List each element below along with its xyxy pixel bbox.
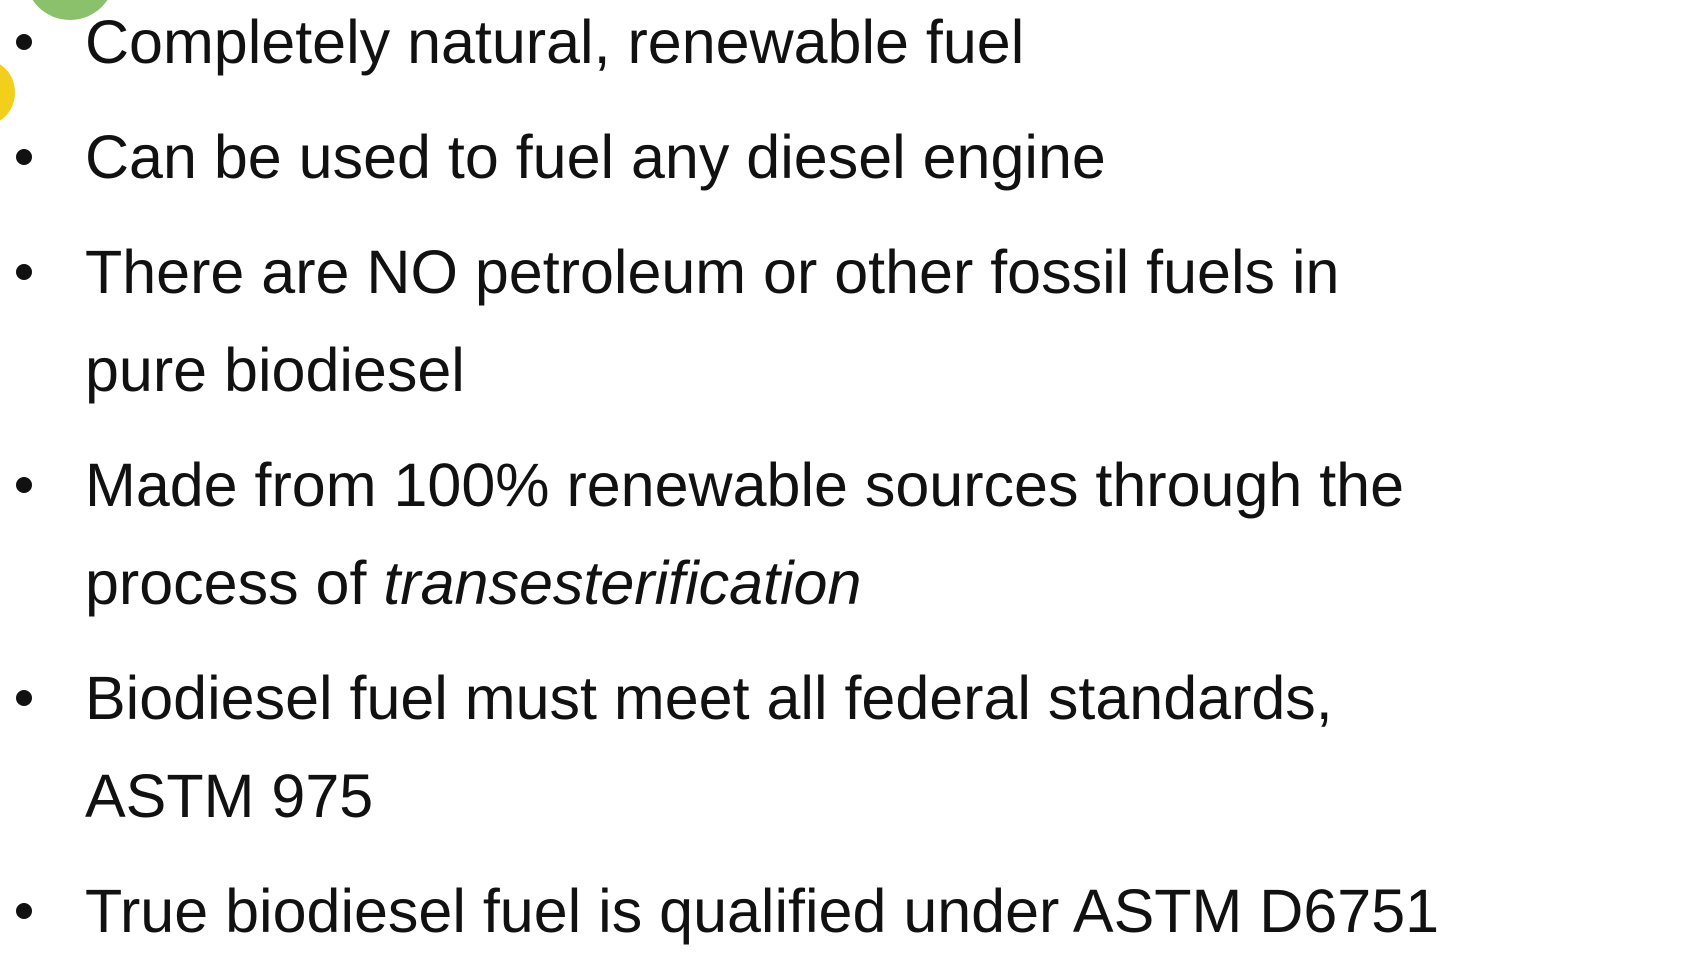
text: pure biodiesel — [85, 336, 465, 404]
bullet-item: There are NO petroleum or other fossil f… — [0, 223, 1707, 419]
bullet-line: process of transesterification — [85, 534, 1707, 632]
bullet-dot — [16, 690, 32, 706]
bullet-line: Completely natural, renewable fuel — [85, 0, 1707, 91]
bullet-list: Completely natural, renewable fuel Can be… — [0, 0, 1707, 977]
bullet-dot — [16, 149, 32, 165]
bullet-dot — [16, 34, 32, 50]
bullet-dot — [16, 264, 32, 280]
bullet-line: ASTM 975 — [85, 747, 1707, 845]
bullet-item: Completely natural, renewable fuel — [0, 0, 1707, 91]
bullet-item: True biodiesel fuel is qualified under A… — [0, 862, 1707, 960]
bullet-dot — [16, 903, 32, 919]
bullet-line: True biodiesel fuel is qualified under A… — [85, 862, 1707, 960]
bullet-dot — [16, 477, 32, 493]
bullet-line: pure biodiesel — [85, 321, 1707, 419]
text: Biodiesel fuel must meet all federal sta… — [85, 664, 1333, 732]
text: process of — [85, 549, 383, 617]
text: Can be used to fuel any diesel engine — [85, 123, 1106, 191]
bullet-line: Can be used to fuel any diesel engine — [85, 108, 1707, 206]
bullet-line: There are NO petroleum or other fossil f… — [85, 223, 1707, 321]
text: Made from 100% renewable sources through… — [85, 451, 1404, 519]
slide: Completely natural, renewable fuel Can be… — [0, 0, 1707, 939]
text: Completely natural, renewable fuel — [85, 8, 1024, 76]
text: ASTM 975 — [85, 762, 373, 830]
bullet-item: Can be used to fuel any diesel engine — [0, 108, 1707, 206]
italic-text: transesterification — [383, 549, 861, 617]
text: There are NO petroleum or other fossil f… — [85, 238, 1339, 306]
text: True biodiesel fuel is qualified under A… — [85, 877, 1439, 945]
bullet-item: Biodiesel fuel must meet all federal sta… — [0, 649, 1707, 845]
bullet-item: Made from 100% renewable sources through… — [0, 436, 1707, 632]
bullet-line: Made from 100% renewable sources through… — [85, 436, 1707, 534]
bullet-line: Biodiesel fuel must meet all federal sta… — [85, 649, 1707, 747]
